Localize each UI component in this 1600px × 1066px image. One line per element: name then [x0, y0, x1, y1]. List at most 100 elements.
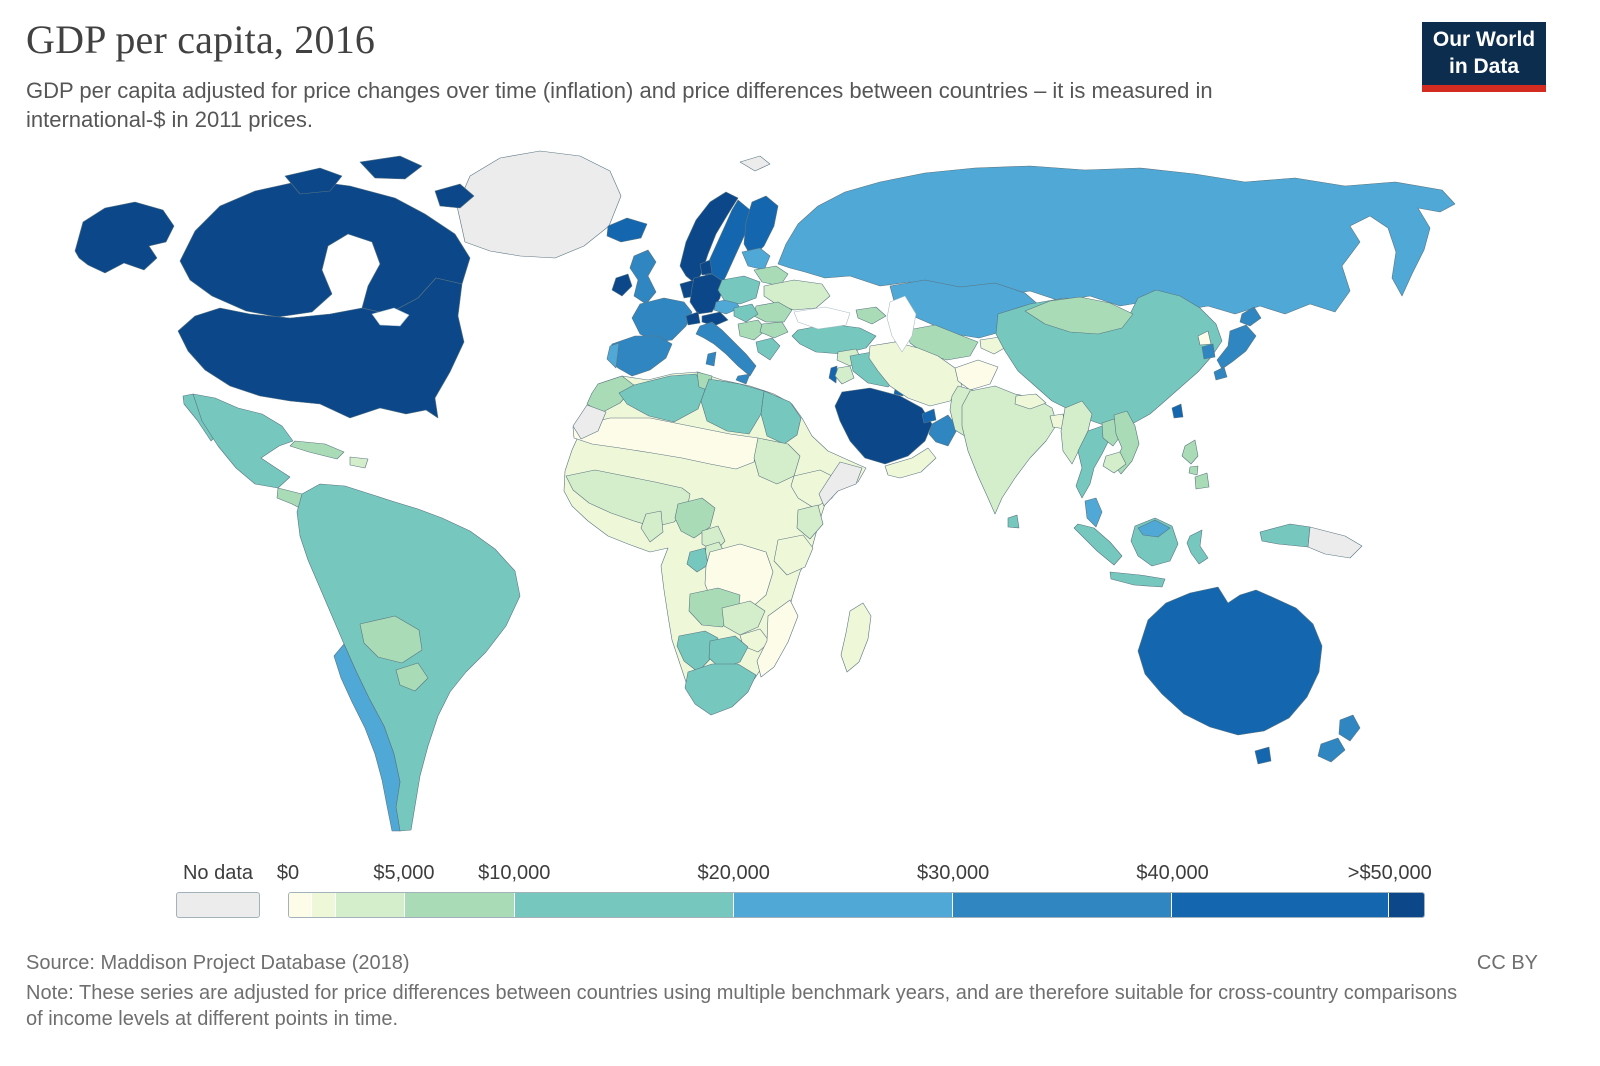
country-yemen[interactable]: [884, 447, 937, 479]
country-sudan[interactable]: [753, 437, 801, 485]
country-papua-new-guinea[interactable]: [1307, 526, 1363, 559]
country-australia[interactable]: [1137, 586, 1323, 736]
country-australia-tasmania[interactable]: [1254, 746, 1272, 765]
country-poland[interactable]: [717, 275, 761, 305]
country-indonesia-sulawesi[interactable]: [1186, 529, 1209, 565]
country-kenya[interactable]: [796, 504, 824, 540]
country-oman[interactable]: [928, 414, 959, 447]
country-usa-alaska[interactable]: [74, 201, 175, 274]
country-new-zealand-north[interactable]: [1338, 714, 1361, 742]
country-iran[interactable]: [868, 341, 963, 407]
country-namibia[interactable]: [676, 630, 719, 673]
country-ireland[interactable]: [611, 273, 633, 297]
country-morocco[interactable]: [586, 375, 636, 414]
country-austria[interactable]: [701, 311, 729, 327]
country-indonesia-java[interactable]: [1109, 571, 1166, 588]
country-mozambique[interactable]: [756, 599, 799, 678]
country-madagascar[interactable]: [840, 602, 872, 673]
footer-license[interactable]: CC BY: [1476, 952, 1538, 974]
country-cuba[interactable]: [289, 440, 345, 460]
country-canada-arctic[interactable]: [284, 167, 343, 195]
country-canada-arctic[interactable]: [359, 155, 423, 180]
country-western-sahara[interactable]: [572, 404, 607, 440]
legend-bar: [288, 892, 1425, 918]
country-zambia[interactable]: [721, 600, 766, 636]
legend-segment[interactable]: [1388, 893, 1424, 917]
country-afghanistan[interactable]: [954, 359, 999, 391]
country-mongolia[interactable]: [1024, 296, 1134, 335]
legend-segment[interactable]: [404, 893, 515, 917]
country-philippines-visayas[interactable]: [1188, 465, 1199, 476]
country-tanzania[interactable]: [773, 534, 814, 576]
country-libya[interactable]: [700, 378, 765, 435]
country-south-korea[interactable]: [1201, 343, 1216, 360]
legend-segment[interactable]: [335, 893, 405, 917]
country-finland[interactable]: [743, 195, 779, 259]
country-denmark[interactable]: [699, 259, 713, 276]
legend-segment[interactable]: [1171, 893, 1389, 917]
country-russia[interactable]: [777, 165, 1456, 315]
country-malaysia-peninsula[interactable]: [1084, 497, 1103, 528]
country-algeria[interactable]: [618, 373, 706, 423]
country-indonesia-sumatra[interactable]: [1073, 523, 1123, 566]
country-israel[interactable]: [828, 365, 838, 384]
country-paraguay[interactable]: [395, 662, 429, 692]
country-japan-hokkaido[interactable]: [1239, 306, 1262, 327]
country-portugal[interactable]: [606, 342, 620, 369]
country-bulgaria[interactable]: [759, 321, 789, 339]
legend-no-data-swatch[interactable]: [176, 892, 260, 918]
country-malaysia-borneo[interactable]: [1137, 519, 1171, 538]
country-cambodia[interactable]: [1102, 451, 1127, 474]
legend-segment[interactable]: [514, 893, 734, 917]
legend-no-data-label: No data: [182, 862, 254, 884]
country-belarus[interactable]: [753, 265, 789, 287]
owid-logo[interactable]: Our World in Data: [1422, 22, 1546, 92]
country-greece[interactable]: [755, 337, 781, 361]
country-hungary[interactable]: [733, 303, 759, 323]
region-caucasus[interactable]: [855, 306, 887, 325]
country-japan-kyushu[interactable]: [1213, 366, 1228, 381]
country-botswana[interactable]: [708, 635, 749, 670]
country-somalia[interactable]: [818, 461, 863, 507]
country-philippines-luzon[interactable]: [1181, 439, 1199, 465]
country-uae[interactable]: [921, 408, 937, 424]
country-ghana[interactable]: [640, 510, 664, 543]
country-iceland[interactable]: [606, 217, 648, 243]
country-egypt[interactable]: [760, 390, 802, 445]
region-hispaniola[interactable]: [349, 456, 369, 469]
country-new-zealand-south[interactable]: [1317, 737, 1346, 763]
legend-segment[interactable]: [952, 893, 1172, 917]
country-italy-sicily[interactable]: [735, 373, 751, 385]
country-gabon[interactable]: [686, 547, 709, 573]
country-north-korea[interactable]: [1197, 330, 1212, 346]
region-sahel[interactable]: [572, 417, 759, 470]
country-nepal[interactable]: [1014, 393, 1047, 410]
country-saudi-arabia[interactable]: [834, 387, 933, 465]
country-philippines-mindanao[interactable]: [1194, 472, 1210, 490]
country-sri-lanka[interactable]: [1007, 514, 1020, 529]
region-balkans[interactable]: [737, 319, 767, 341]
country-ukraine[interactable]: [763, 279, 831, 311]
country-bolivia[interactable]: [359, 615, 423, 664]
region-baltics[interactable]: [741, 247, 771, 271]
legend-segment[interactable]: [311, 893, 336, 917]
country-svalbard[interactable]: [739, 155, 771, 172]
country-india[interactable]: [961, 385, 1058, 515]
country-taiwan[interactable]: [1171, 403, 1184, 419]
country-turkey[interactable]: [791, 323, 877, 355]
country-indonesia-papua[interactable]: [1259, 523, 1311, 548]
country-italy[interactable]: [695, 321, 757, 377]
country-united-kingdom[interactable]: [629, 249, 657, 305]
country-japan-honshu[interactable]: [1216, 324, 1257, 370]
country-italy-sardinia[interactable]: [705, 351, 717, 367]
country-south-africa[interactable]: [684, 663, 757, 716]
country-chile[interactable]: [333, 643, 401, 832]
country-greenland[interactable]: [456, 150, 622, 259]
legend-segment[interactable]: [733, 893, 953, 917]
country-canada-arctic[interactable]: [434, 183, 475, 209]
country-switzerland[interactable]: [685, 311, 701, 326]
country-mexico[interactable]: [192, 393, 294, 489]
country-france[interactable]: [631, 297, 693, 343]
country-jordan[interactable]: [834, 365, 855, 385]
legend-segment[interactable]: [289, 893, 312, 917]
